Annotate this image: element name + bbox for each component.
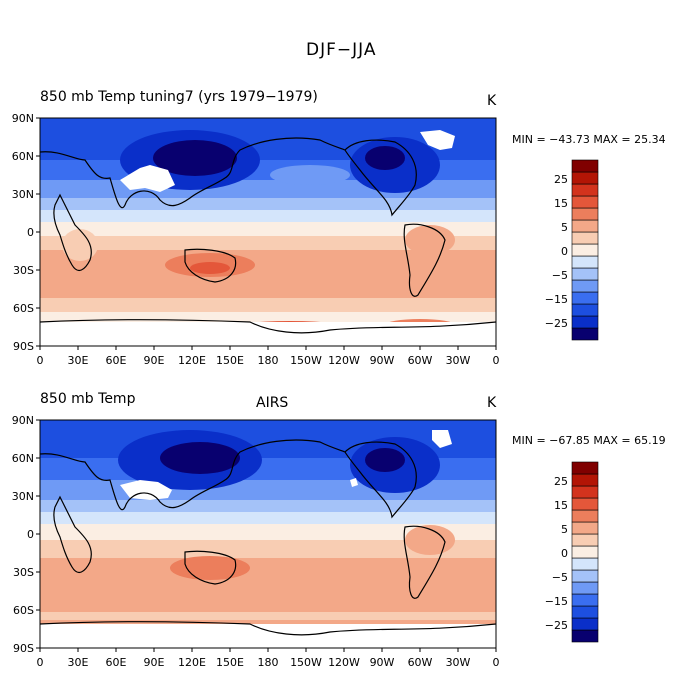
panel2-left-title: 850 mb Temp [40,391,136,407]
colorbar-swatch [571,327,599,341]
lon-tick-label: 0 [493,354,500,367]
figure-title: DJF−JJA [306,40,377,60]
lat-tick-label: 90N [12,414,34,427]
colorbar-label: 15 [554,499,568,512]
colorbar-swatch [571,231,599,245]
lon-tick-label: 180 [258,354,279,367]
colorbar-swatch [571,617,599,631]
lat-tick-label: 60N [12,452,34,465]
colorbar-swatch [571,219,599,233]
lon-tick-label: 30E [68,354,89,367]
lat-tick-label: 60S [13,302,34,315]
colorbar-swatch [571,629,599,643]
panel2-map [40,420,496,648]
lon-tick-label: 150W [290,656,322,669]
panel1-stats: MIN = −43.73 MAX = 25.34 [512,133,666,146]
colorbar-label: −25 [545,619,568,632]
colorbar-label: 15 [554,197,568,210]
lon-tick-label: 90W [370,656,395,669]
lat-tick-label: 90S [13,340,34,353]
colorbar-swatch [571,545,599,559]
colorbar-swatch [571,207,599,221]
lon-tick-label: 120W [328,656,360,669]
colorbar-swatch [571,473,599,487]
panel2-units: K [487,395,497,411]
colorbar-swatch [571,183,599,197]
lon-tick-label: 30E [68,656,89,669]
colorbar-swatch [571,509,599,523]
lat-tick-label: 90S [13,642,34,655]
lon-tick-label: 120E [178,656,206,669]
lon-tick-label: 150E [216,354,244,367]
colorbar-swatch [571,279,599,293]
lon-tick-label: 30W [446,354,471,367]
colorbar-label: −25 [545,317,568,330]
colorbar-label: 0 [561,547,568,560]
panel1-units: K [487,93,497,109]
lat-tick-label: 0 [27,528,34,541]
colorbar-swatch [571,605,599,619]
colorbar-swatch [571,569,599,583]
panel1-map [40,118,496,346]
colorbar-swatch [571,255,599,269]
lon-tick-label: 0 [37,656,44,669]
lon-tick-label: 0 [493,656,500,669]
colorbar-swatch [571,485,599,499]
lon-tick-label: 120W [328,354,360,367]
lon-tick-label: 150E [216,656,244,669]
colorbar-label: −5 [552,571,568,584]
lat-tick-label: 30S [13,566,34,579]
colorbar-swatch [571,581,599,595]
lon-tick-label: 60E [106,656,127,669]
panel1-left-title: 850 mb Temp tuning7 (yrs 1979−1979) [40,89,318,105]
colorbar-swatch [571,303,599,317]
colorbar-label: −15 [545,293,568,306]
colorbar-label: −5 [552,269,568,282]
colorbar-swatch [571,593,599,607]
lon-tick-label: 90W [370,354,395,367]
panel2-stats: MIN = −67.85 MAX = 65.19 [512,434,666,447]
colorbar-label: 5 [561,523,568,536]
colorbar-swatch [571,533,599,547]
colorbar-label: 25 [554,173,568,186]
colorbar-swatch [571,497,599,511]
colorbar-swatch [571,521,599,535]
colorbar-swatch [571,159,599,173]
colorbar-swatch [571,243,599,257]
lat-tick-label: 0 [27,226,34,239]
colorbar-swatch [571,171,599,185]
lat-tick-label: 60S [13,604,34,617]
panel2-center-title: AIRS [256,395,289,411]
lat-tick-label: 30N [12,490,34,503]
lat-tick-label: 30S [13,264,34,277]
lon-tick-label: 90E [144,354,165,367]
colorbar-swatch [571,291,599,305]
lon-tick-label: 60W [408,354,433,367]
lat-tick-label: 60N [12,150,34,163]
colorbar-swatch [571,557,599,571]
lat-tick-label: 30N [12,188,34,201]
lon-tick-label: 180 [258,656,279,669]
lon-tick-label: 150W [290,354,322,367]
colorbar-label: 0 [561,245,568,258]
lon-tick-label: 60W [408,656,433,669]
lon-tick-label: 30W [446,656,471,669]
colorbar-swatch [571,315,599,329]
lon-tick-label: 60E [106,354,127,367]
colorbar-swatch [571,461,599,475]
colorbar-label: 25 [554,475,568,488]
panel2-colorbar: 25 15 5 0 −5 −15 −25 [545,461,599,643]
lon-tick-label: 90E [144,656,165,669]
colorbar-label: 5 [561,221,568,234]
lon-tick-label: 0 [37,354,44,367]
lat-tick-label: 90N [12,112,34,125]
colorbar-swatch [571,267,599,281]
panel1-colorbar: 25 15 5 0 −5 −15 −25 [545,159,599,341]
colorbar-label: −15 [545,595,568,608]
lon-tick-label: 120E [178,354,206,367]
colorbar-swatch [571,195,599,209]
